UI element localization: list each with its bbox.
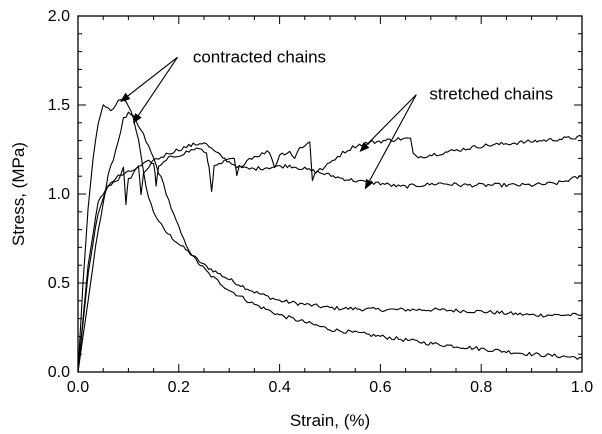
annotation-label: contracted chains xyxy=(193,47,326,66)
annotation-arrow xyxy=(359,94,417,152)
plot-frame xyxy=(77,15,583,373)
annotations: contracted chains stretched chains xyxy=(120,47,553,190)
y-tick-label: 2.0 xyxy=(48,8,70,25)
x-tick-label: 0.2 xyxy=(168,379,190,396)
series-curves xyxy=(77,99,583,373)
x-axis-title: Strain, (%) xyxy=(290,411,370,430)
series-curve-4 xyxy=(77,134,583,373)
plot-border xyxy=(77,15,583,373)
x-tick-label: 0.0 xyxy=(67,379,89,396)
annotation-label: stretched chains xyxy=(429,85,553,104)
series-curve-2 xyxy=(77,111,583,373)
y-tick-label: 0.0 xyxy=(48,364,70,381)
y-axis-title: Stress, (MPa) xyxy=(9,142,28,246)
x-tick-label: 0.4 xyxy=(268,379,290,396)
annotation-arrow xyxy=(364,94,417,190)
annotation-arrow xyxy=(132,56,178,124)
x-tick-label: 0.8 xyxy=(470,379,492,396)
axis-ticks: 0.0 0.2 0.4 0.6 0.8 1.0 0.0 0.5 1.0 1.5 2.0 xyxy=(48,8,593,396)
series-curve-3 xyxy=(77,142,583,373)
x-tick-label: 1.0 xyxy=(571,379,593,396)
y-tick-label: 0.5 xyxy=(48,275,70,292)
x-tick-label: 0.6 xyxy=(369,379,391,396)
series-curve-1 xyxy=(77,99,583,373)
y-tick-label: 1.0 xyxy=(48,186,70,203)
y-tick-label: 1.5 xyxy=(48,97,70,114)
annotation-arrow xyxy=(120,56,178,103)
